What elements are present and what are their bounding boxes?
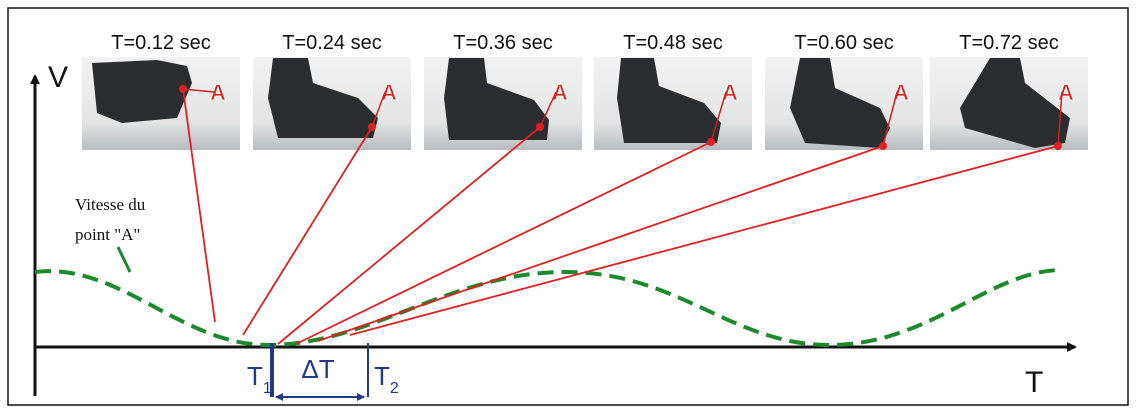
point-dot (179, 85, 187, 93)
point-label: A (722, 80, 738, 105)
point-label: A (893, 80, 909, 105)
delta-label: ΔT (301, 354, 334, 384)
ray (182, 88, 216, 323)
point-leader (371, 91, 386, 128)
t2-sub: 2 (390, 380, 399, 397)
ray (295, 141, 712, 345)
ray (349, 145, 1059, 336)
point-dot (1054, 142, 1062, 150)
boot (444, 58, 549, 140)
point-leader (182, 88, 215, 93)
frame-label: T=0.48 sec (623, 32, 723, 54)
point-leader (539, 91, 557, 128)
frame-label: T=0.72 sec (959, 32, 1059, 54)
point-leader (710, 91, 727, 143)
t2-base: T (374, 361, 390, 391)
ray (317, 145, 884, 342)
point-label: A (210, 80, 226, 105)
ray (277, 126, 541, 345)
point-leader (1057, 91, 1063, 147)
point-dot (707, 138, 715, 146)
t2-label: T2 (374, 361, 399, 397)
point-label: A (1058, 80, 1074, 105)
boot (92, 60, 192, 123)
annotation-line: point "A" (75, 225, 140, 244)
point-dot (368, 123, 376, 131)
boot (617, 58, 721, 143)
boot (790, 58, 890, 148)
t-label: T (1025, 366, 1043, 399)
t1-label: T1 (247, 361, 272, 397)
annotation-leader (116, 246, 132, 273)
frame-label: T=0.12 sec (111, 32, 211, 54)
ray (242, 126, 373, 336)
photo-strip: T=0.12 sec A T=0.24 sec A T=0.36 sec A T=0.48 … (82, 32, 1088, 150)
boot (268, 58, 378, 138)
point-leader (882, 91, 898, 147)
frame-label: T=0.60 sec (794, 32, 894, 54)
point-label: A (552, 80, 568, 105)
t1-sub: 1 (263, 380, 272, 397)
t1-base: T (247, 361, 263, 391)
velocity-curve (34, 268, 1063, 348)
frame-label: T=0.24 sec (282, 32, 382, 54)
point-label: A (381, 80, 397, 105)
point-dot (879, 142, 887, 150)
frame-label: T=0.36 sec (453, 32, 553, 54)
annotation-line: Vitesse du (75, 195, 146, 214)
boot (960, 58, 1070, 148)
rays (179, 85, 1062, 345)
v-label: V (48, 61, 68, 94)
point-dot (536, 123, 544, 131)
